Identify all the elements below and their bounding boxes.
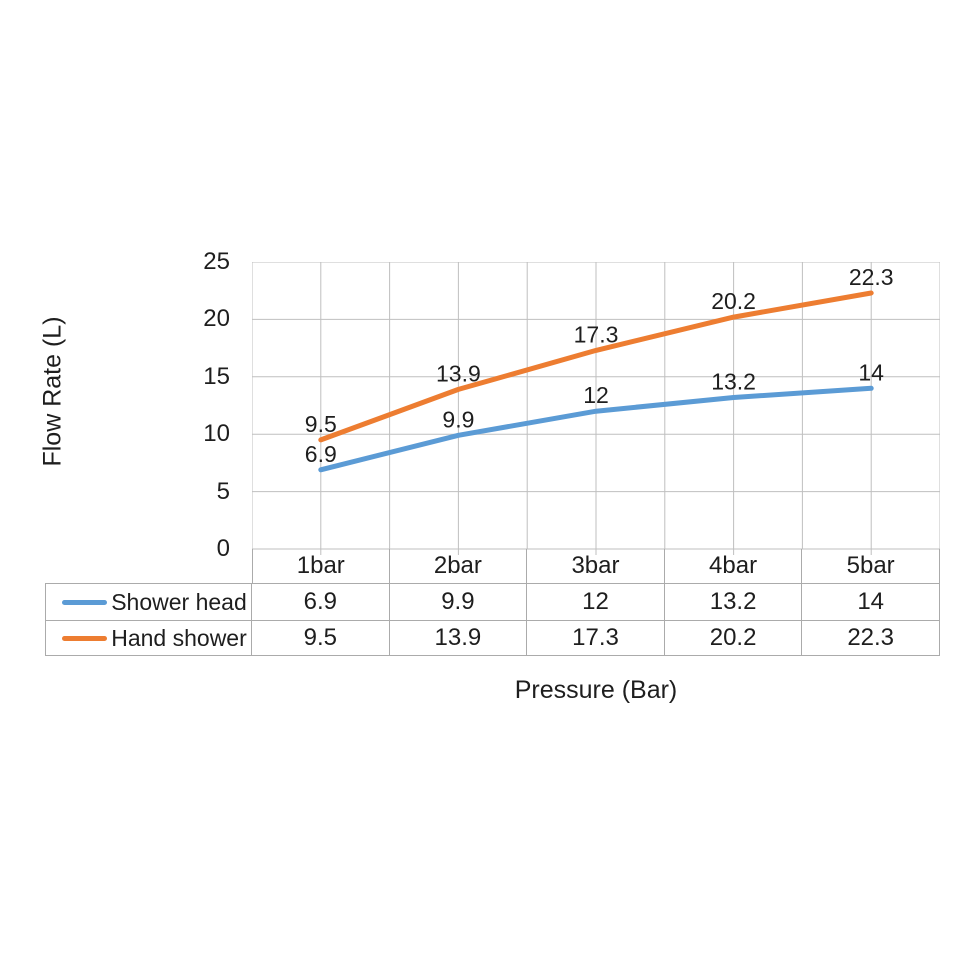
y-tick-label: 25 <box>203 248 230 275</box>
table-corner-spacer <box>45 549 252 583</box>
plot-area: 6.9 9.9 12 13.2 14 9.5 13.9 17.3 20.2 22.3 <box>252 262 940 555</box>
data-label: 22.3 <box>849 264 894 290</box>
data-label: 6.9 <box>305 441 337 467</box>
legend-series-name: Shower head <box>111 588 247 615</box>
data-label: 13.2 <box>711 369 756 395</box>
legend-item-hand-shower: Hand shower <box>45 620 252 656</box>
legend-swatch-hand-shower <box>62 635 107 641</box>
legend-swatch-shower-head <box>62 599 107 605</box>
table-value-cell: 12 <box>527 583 665 620</box>
y-axis-title: Flow Rate (L) <box>30 248 76 535</box>
y-tick-label: 5 <box>216 477 230 505</box>
legend-series-name: Hand shower <box>111 624 247 651</box>
data-table: 1bar 2bar 3bar 4bar 5bar Shower head 6.9 9.9 12 1… <box>45 549 940 656</box>
x-axis-title-text: Pressure (Bar) <box>514 676 678 704</box>
y-tick-label: 20 <box>203 305 230 333</box>
table-value-cell: 22.3 <box>802 620 940 656</box>
data-label: 14 <box>858 359 884 385</box>
data-labels-hand-shower: 9.5 13.9 17.3 20.2 22.3 <box>305 264 894 437</box>
table-value-cell: 6.9 <box>252 583 390 620</box>
series-line-shower-head <box>318 385 874 473</box>
x-axis-ticks <box>320 549 872 555</box>
x-axis-category-label: 5bar <box>802 549 940 583</box>
data-labels-shower-head: 6.9 9.9 12 13.2 14 <box>305 359 884 467</box>
x-axis-category-label: 4bar <box>665 549 803 583</box>
data-label: 17.3 <box>574 321 619 347</box>
legend-item-shower-head: Shower head <box>45 583 252 620</box>
table-value-cell: 14 <box>802 583 940 620</box>
table-value-cell: 20.2 <box>664 620 803 656</box>
table-value-cell: 17.3 <box>527 620 665 656</box>
table-value-cell: 13.9 <box>389 620 528 656</box>
y-tick-label: 10 <box>203 420 230 448</box>
x-axis-category-label: 3bar <box>527 549 665 583</box>
data-label: 13.9 <box>436 360 481 386</box>
table-value-cell: 9.5 <box>252 620 390 656</box>
table-value-cell: 9.9 <box>389 583 528 620</box>
table-value-cell: 13.2 <box>664 583 803 620</box>
data-label: 20.2 <box>711 288 756 314</box>
y-tick-label: 15 <box>203 362 230 390</box>
data-label: 12 <box>583 382 609 408</box>
x-axis-category-label: 1bar <box>252 549 390 583</box>
data-label: 9.9 <box>442 406 474 432</box>
x-axis-category-label: 2bar <box>390 549 528 583</box>
x-axis-title: Pressure (Bar) <box>252 674 940 706</box>
y-axis-title-text: Flow Rate (L) <box>38 316 67 467</box>
y-tick-label: 0 <box>216 535 230 562</box>
data-label: 9.5 <box>305 411 337 437</box>
series-line-hand-shower <box>318 290 874 443</box>
